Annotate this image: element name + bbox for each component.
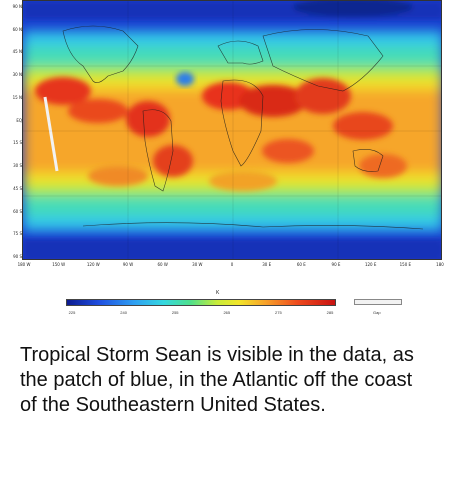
latitude-label: 45 S <box>13 185 22 191</box>
latitude-label: 15 N <box>12 94 22 100</box>
longitude-label: 150 E <box>399 262 412 267</box>
longitude-label: 90 E <box>331 262 341 267</box>
graticule <box>23 1 441 259</box>
longitude-label: 60 E <box>296 262 306 267</box>
latitude-label: 90 N <box>12 4 22 9</box>
latitude-label: EQ <box>16 117 22 123</box>
longitude-label: 90 W <box>122 262 134 267</box>
latitude-label: 60 N <box>12 26 22 32</box>
colorbar-tick-label: 265 <box>223 310 231 315</box>
colorbar-tick-label: 285 <box>326 310 334 315</box>
data-gap-stripe <box>43 96 59 172</box>
longitude-label: 180 <box>436 262 444 267</box>
colorbar-tick-label: 240 <box>120 310 127 315</box>
global-temperature-map <box>22 0 442 260</box>
latitude-label: 60 S <box>13 208 22 214</box>
latitude-label: 15 S <box>13 140 22 146</box>
latitude-label: 45 N <box>12 49 22 55</box>
latitude-labels: 90 N 60 N 45 N 30 N 15 N EQ 15 S 30 S 45 S 60 S 75… <box>6 0 22 260</box>
longitude-label: 30 W <box>192 262 203 267</box>
colorbar-tick-label: 255 <box>171 310 179 315</box>
temperature-field-map <box>23 1 441 259</box>
longitude-labels: 180 W 150 W 120 W 90 W 60 W 30 W 0 30 E 60 E 90 E… <box>18 262 444 272</box>
longitude-label: 180 W <box>17 262 31 267</box>
longitude-label: 120 W <box>86 262 100 267</box>
latitude-label: 75 S <box>13 231 22 237</box>
polar-regions <box>23 1 441 259</box>
colorbar-ticks: 225 240 255 265 275 285 <box>66 310 336 318</box>
colorbar-tick-label: 225 <box>68 310 76 315</box>
storm-cold-patch <box>176 72 194 86</box>
continent-outlines <box>62 25 424 230</box>
colorbar-unit: K <box>216 290 220 296</box>
figure-caption: Tropical Storm Sean is visible in the da… <box>20 344 414 416</box>
gap-legend-swatch <box>354 299 402 305</box>
longitude-label: 120 E <box>364 262 377 267</box>
longitude-label: 0 <box>230 262 234 267</box>
temperature-map-figure: 90 N 60 N 45 N 30 N 15 N EQ 15 S 30 S 45 S 60 S 75… <box>6 0 446 272</box>
latitude-label: 30 S <box>13 163 22 169</box>
longitude-label: 30 E <box>262 262 272 267</box>
latitude-label: 30 N <box>12 72 22 78</box>
hot-patches <box>35 77 407 191</box>
longitude-label: 60 W <box>157 262 168 267</box>
temperature-colorbar <box>66 299 336 306</box>
colorbar-tick-label: 275 <box>275 310 282 315</box>
longitude-label: 150 W <box>52 262 66 267</box>
latitude-label: 90 S <box>13 254 22 259</box>
gap-legend-label: Gap <box>373 310 381 315</box>
